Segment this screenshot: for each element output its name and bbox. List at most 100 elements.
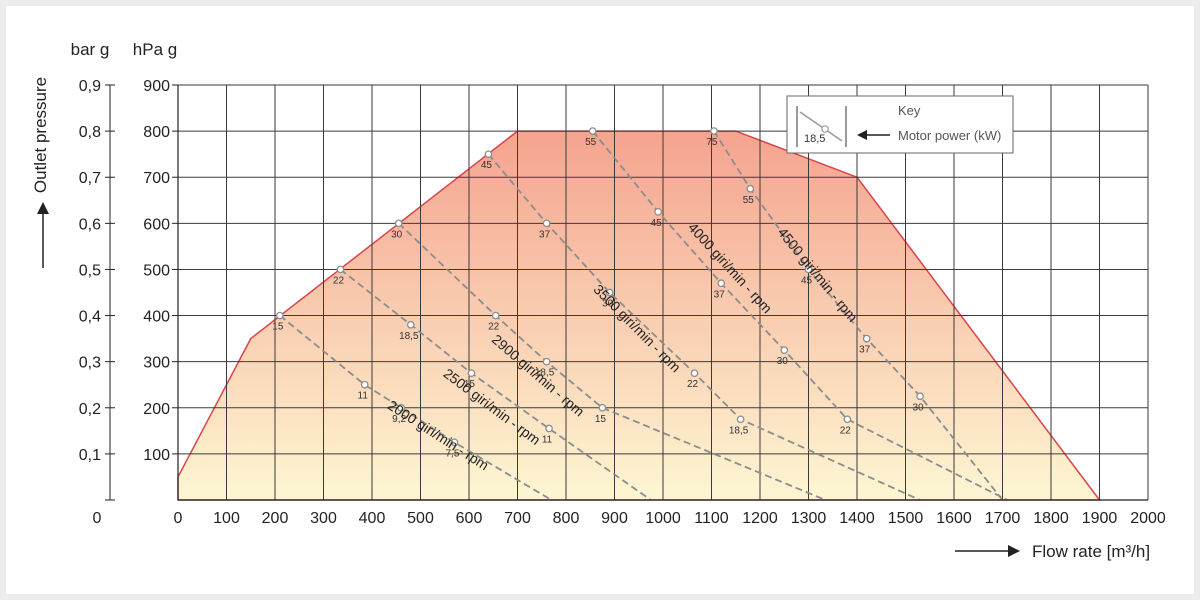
power-label: 45 [801, 275, 813, 286]
rpm-curve-4 [591, 130, 1008, 501]
x-tick-label: 500 [407, 510, 434, 527]
power-marker [746, 184, 755, 193]
power-label: 15 [464, 379, 476, 390]
power-label: 30 [912, 402, 924, 413]
power-marker [450, 438, 459, 447]
x-tick-label: 200 [262, 510, 289, 527]
power-marker [804, 265, 813, 274]
power-marker [710, 127, 718, 135]
power-marker [654, 207, 663, 216]
power-label: 37 [859, 345, 871, 356]
axes: 0 100 200 300 400 500 600 700 800 900 1000 1100 1200… [79, 78, 1166, 527]
y-tick-label-bar: 0,5 [79, 262, 101, 279]
y-tick-label-bar: 0,1 [79, 447, 101, 464]
power-marker [467, 369, 476, 378]
x-tick-label: 700 [504, 510, 531, 527]
rpm-curve-0 [279, 314, 552, 501]
power-label: 9,2 [392, 414, 406, 425]
power-marker [843, 415, 852, 424]
y-tick-label-hpa: 300 [143, 355, 170, 372]
y-tick-label-bar: 0,8 [79, 124, 101, 141]
power-label: 30 [602, 299, 614, 310]
y-tick-label-hpa: 100 [143, 447, 170, 464]
y-tick-label-hpa: 500 [143, 262, 170, 279]
x-tick-label: 1900 [1082, 510, 1118, 527]
y-unit-left: bar g [71, 40, 110, 59]
power-marker [605, 288, 614, 297]
y-tick-label-hpa: 900 [143, 78, 170, 95]
x-tick-label: 600 [456, 510, 483, 527]
power-label: 15 [595, 414, 607, 425]
power-marker [545, 424, 553, 433]
y-tick-label-bar: 0,2 [79, 401, 101, 418]
y-tick-label-bar: 0,3 [79, 355, 101, 372]
grid-lines [177, 84, 1149, 500]
power-marker [780, 346, 789, 354]
x-tick-label: 100 [213, 510, 240, 527]
power-label: 7,5 [445, 448, 459, 459]
power-marker [484, 150, 493, 159]
rpm-curve-5 [713, 130, 1004, 501]
key-sample-value: 18,5 [804, 133, 825, 145]
power-marker [916, 392, 924, 401]
power-label: 45 [481, 160, 493, 171]
power-marker [717, 279, 726, 288]
power-marker [690, 369, 699, 378]
y-unit-right: hPa g [133, 40, 177, 59]
power-label: 18,5 [535, 368, 555, 379]
power-label: 15 [272, 322, 284, 333]
power-marker [542, 219, 551, 228]
y-tick-label-hpa: 800 [143, 124, 170, 141]
x-tick-label: 300 [310, 510, 337, 527]
power-marker [360, 380, 369, 389]
power-label: 22 [333, 275, 345, 286]
x-tick-label: 1400 [839, 510, 875, 527]
power-label: 55 [585, 137, 597, 148]
y-tick-label-hpa: 200 [143, 401, 170, 418]
y-tick-label-hpa: 400 [143, 309, 170, 326]
power-marker [598, 403, 607, 412]
x-tick-label: 400 [359, 510, 386, 527]
power-marker [397, 403, 405, 412]
y-axis-title: Outlet pressure [31, 77, 50, 193]
rpm-curves [275, 127, 1008, 501]
power-label: 30 [777, 356, 789, 367]
y-tick-label-bar: 0,9 [79, 78, 101, 95]
key-marker-icon [821, 125, 829, 133]
power-label: 30 [391, 229, 403, 240]
key-arrow-icon [857, 130, 867, 140]
x-tick-label: 2000 [1130, 510, 1166, 527]
power-label: 11 [542, 435, 553, 446]
x-tick-label: 1200 [742, 510, 778, 527]
power-label: 22 [687, 379, 699, 390]
x-tick-label: 1000 [645, 510, 681, 527]
power-label: 37 [714, 289, 726, 300]
power-label: 22 [488, 322, 500, 333]
key-label: Motor power (kW) [898, 128, 1001, 143]
power-marker [542, 357, 551, 366]
y-zero-label: 0 [93, 510, 102, 527]
x-tick-label: 0 [174, 510, 183, 527]
key-box: 18,5 Key Motor power (kW) [786, 95, 1014, 154]
rpm-curve-3 [487, 153, 921, 501]
x-tick-label: 1500 [888, 510, 924, 527]
power-marker [736, 415, 745, 424]
x-tick-label: 1100 [694, 510, 729, 527]
y-arrow-icon [37, 202, 49, 268]
power-marker [588, 127, 597, 135]
power-marker [406, 320, 415, 329]
x-tick-label: 1700 [985, 510, 1021, 527]
x-arrow-icon [955, 545, 1020, 557]
key-title: Key [898, 103, 921, 118]
x-axis-title: Flow rate [m³/h] [1032, 542, 1150, 561]
x-tick-label: 1800 [1033, 510, 1069, 527]
y-tick-label-bar: 0,6 [79, 216, 101, 233]
x-tick-label: 900 [601, 510, 628, 527]
power-label: 22 [840, 425, 852, 436]
x-tick-label: 1300 [791, 510, 827, 527]
power-marker [394, 219, 403, 228]
power-label: 75 [706, 137, 718, 148]
x-tick-label: 1600 [936, 510, 972, 527]
y-tick-label-hpa: 700 [143, 170, 170, 187]
